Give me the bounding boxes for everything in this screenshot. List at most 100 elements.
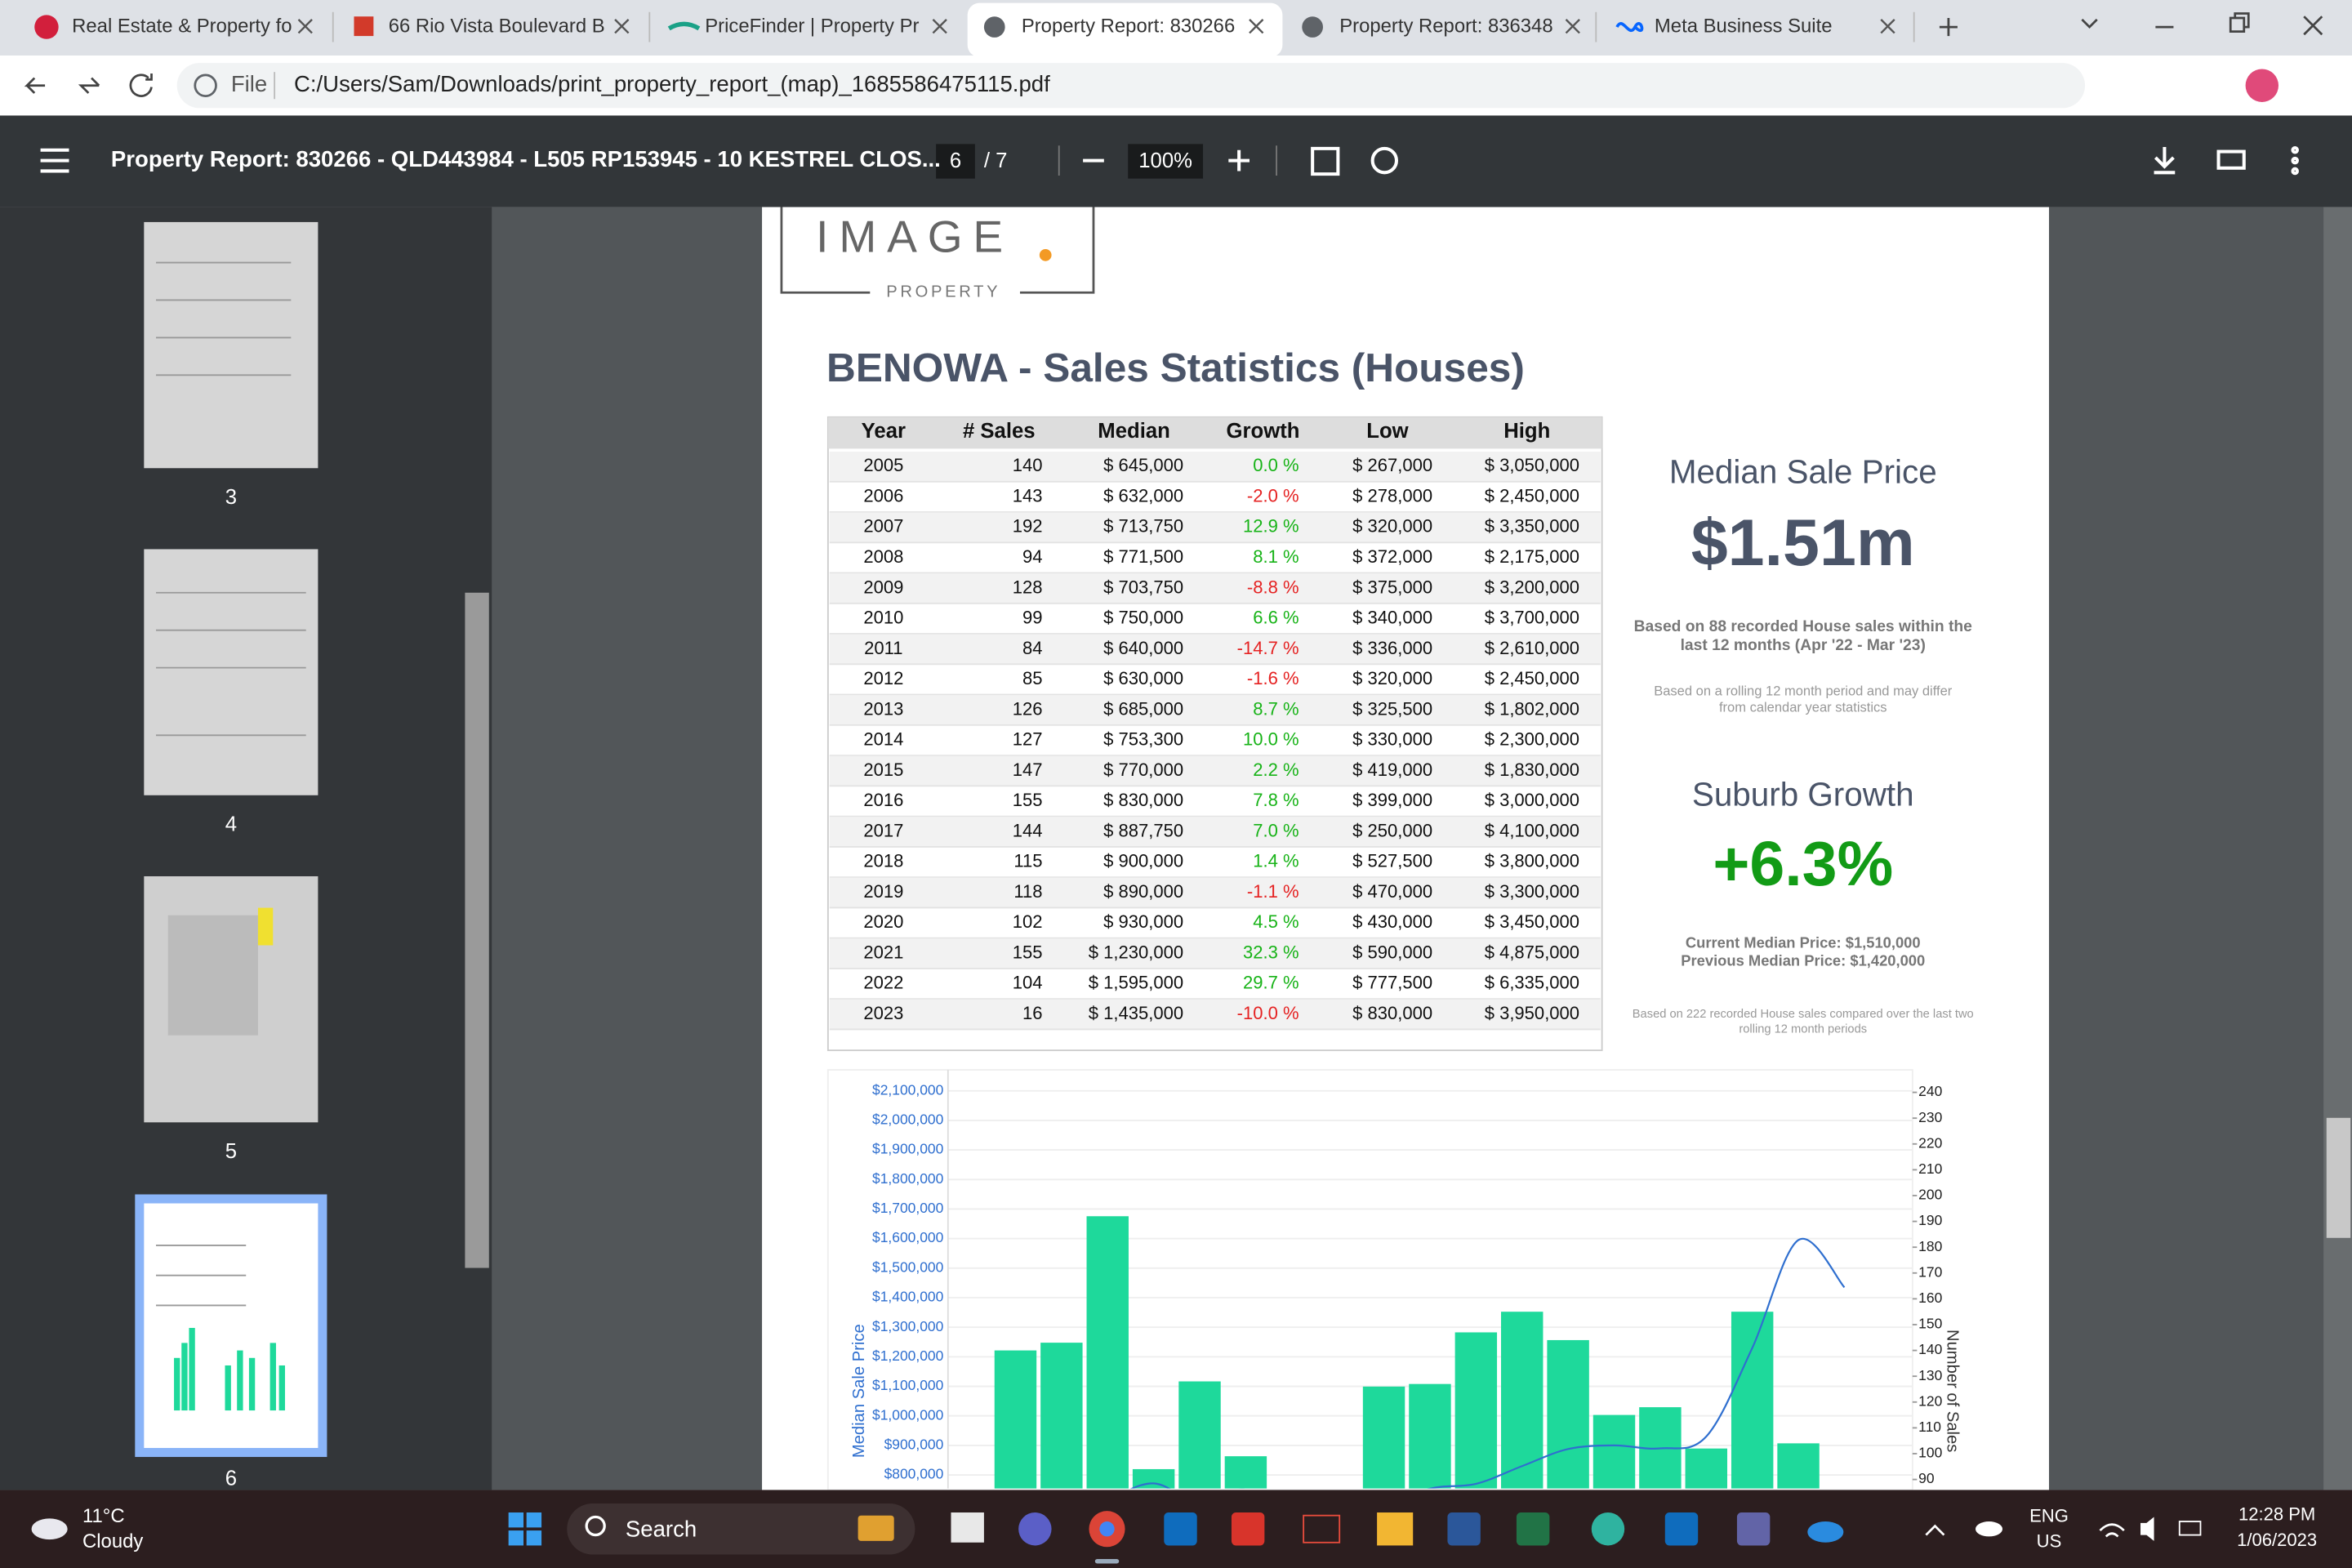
table-cell: $ 325,500 bbox=[1352, 698, 1432, 719]
y2-tick-label: 170 bbox=[1918, 1263, 1942, 1280]
y-tick-label: $1,700,000 bbox=[872, 1200, 944, 1216]
table-cell: $ 2,300,000 bbox=[1485, 729, 1579, 750]
table-cell: $ 470,000 bbox=[1352, 881, 1432, 902]
table-header-cell: # Sales bbox=[963, 420, 1036, 443]
table-cell: $ 3,950,000 bbox=[1485, 1003, 1579, 1023]
table-cell: 7.0 % bbox=[1253, 820, 1298, 840]
table-cell: 2023 bbox=[863, 1003, 903, 1023]
table-cell: $ 527,500 bbox=[1352, 851, 1432, 871]
table-cell: $ 3,300,000 bbox=[1485, 881, 1579, 902]
table-cell: 84 bbox=[1022, 638, 1043, 658]
tab-icons bbox=[34, 15, 2278, 102]
chart: $2,100,000 $2,000,000 $1,900,000 $1,800,000… bbox=[872, 1070, 1943, 1489]
table-cell: $ 3,450,000 bbox=[1485, 911, 1579, 932]
thumbnail[interactable] bbox=[144, 1203, 318, 1449]
bar bbox=[1777, 1443, 1820, 1489]
table-header-cell: Low bbox=[1366, 420, 1409, 443]
tab-title[interactable]: Meta Business Suite bbox=[1655, 15, 1833, 37]
table-cell: $ 713,750 bbox=[1103, 516, 1183, 537]
median-value: $1.51m bbox=[1691, 506, 1915, 580]
page-number[interactable]: 6 bbox=[950, 149, 961, 172]
tab-title[interactable]: Property Report: 830266 bbox=[1022, 15, 1235, 37]
taskbar-icons[interactable] bbox=[31, 1503, 2202, 1564]
thumbnail[interactable] bbox=[144, 549, 318, 795]
y2-tick-label: 220 bbox=[1918, 1134, 1942, 1151]
tab-title[interactable]: PriceFinder | Property Pr bbox=[705, 15, 919, 37]
table-row-band bbox=[829, 877, 1601, 908]
y2-tick-label: 210 bbox=[1918, 1160, 1942, 1177]
y-axis-title: Median Sale Price bbox=[850, 1324, 868, 1458]
tab-title[interactable]: 66 Rio Vista Boulevard B bbox=[389, 15, 605, 37]
table-row-band bbox=[829, 999, 1601, 1030]
pdf-title: Property Report: 830266 - QLD443984 - L5… bbox=[111, 146, 941, 172]
stat-note: Based on a rolling 12 month period and m… bbox=[1654, 683, 1953, 698]
zoom-level[interactable]: 100% bbox=[1138, 149, 1192, 172]
stat-note: from calendar year statistics bbox=[1719, 700, 1887, 715]
bar bbox=[1040, 1343, 1083, 1489]
report-title: BENOWA - Sales Statistics (Houses) bbox=[826, 345, 1525, 390]
table-cell: -2.0 % bbox=[1247, 485, 1299, 506]
logo-text: IMAGE bbox=[816, 212, 1013, 262]
table-header-cell: Year bbox=[862, 420, 906, 443]
y-tick-label: $1,100,000 bbox=[872, 1377, 944, 1393]
table-cell: 12.9 % bbox=[1243, 516, 1299, 537]
page-box[interactable] bbox=[936, 144, 975, 179]
pdf-icons[interactable] bbox=[40, 145, 2299, 176]
table-cell: 155 bbox=[1013, 790, 1043, 810]
thumbnail-label: 5 bbox=[225, 1140, 237, 1163]
table-cell: -14.7 % bbox=[1237, 638, 1299, 658]
table-cell: $ 645,000 bbox=[1103, 455, 1183, 475]
stat-note: Previous Median Price: $1,420,000 bbox=[1681, 952, 1925, 969]
table-cell: $ 3,800,000 bbox=[1485, 851, 1579, 871]
active-tab[interactable] bbox=[967, 2, 1283, 57]
tab-title[interactable]: Real Estate & Property fo bbox=[72, 15, 292, 37]
table-cell: 127 bbox=[1013, 729, 1043, 750]
table-header-cell: High bbox=[1503, 420, 1550, 443]
table-cell: 140 bbox=[1013, 455, 1043, 475]
page-scrollbar[interactable] bbox=[2326, 1117, 2351, 1238]
sidebar-scrollbar[interactable] bbox=[465, 592, 489, 1268]
url-scheme: File bbox=[231, 71, 267, 96]
tab-close-icons[interactable] bbox=[297, 19, 1895, 34]
bar bbox=[1224, 1456, 1267, 1489]
window-icons bbox=[24, 12, 2323, 97]
table-cell: -1.1 % bbox=[1247, 881, 1299, 902]
bar bbox=[1086, 1216, 1129, 1489]
url[interactable]: C:/Users/Sam/Downloads/print_property_re… bbox=[294, 71, 1050, 96]
table-cell: $ 685,000 bbox=[1103, 698, 1183, 719]
thumbnails bbox=[135, 221, 327, 1458]
median-heading: Median Sale Price bbox=[1669, 452, 1937, 490]
table-cell: $ 3,200,000 bbox=[1485, 577, 1579, 597]
y2-axis-title: Number of Sales bbox=[1943, 1330, 1961, 1452]
table: Year # Sales Median Growth Low High 2005 140 $ 6… bbox=[829, 420, 1601, 1031]
tab-title[interactable]: Property Report: 836348 bbox=[1339, 15, 1552, 37]
y2-tick-label: 230 bbox=[1918, 1109, 1942, 1125]
y-tick-label: $1,200,000 bbox=[872, 1348, 944, 1364]
y-tick-label: $2,000,000 bbox=[872, 1111, 944, 1128]
table-row-band bbox=[829, 817, 1601, 848]
table-cell: $ 1,230,000 bbox=[1089, 942, 1183, 962]
table-cell: 2014 bbox=[863, 729, 903, 750]
stat-note: Based on 88 recorded House sales within … bbox=[1634, 618, 1973, 635]
omnibox[interactable] bbox=[176, 63, 2086, 109]
table-cell: $ 320,000 bbox=[1352, 516, 1432, 537]
scroll-track bbox=[2323, 207, 2352, 1490]
growth-value: +6.3% bbox=[1713, 829, 1893, 899]
table-cell: $ 830,000 bbox=[1103, 790, 1183, 810]
table-cell: $ 340,000 bbox=[1352, 608, 1432, 628]
thumbnail[interactable] bbox=[144, 221, 318, 469]
table-cell: 143 bbox=[1013, 485, 1043, 506]
table-cell: $ 771,500 bbox=[1103, 546, 1183, 567]
table-cell: $ 640,000 bbox=[1103, 638, 1183, 658]
table-cell: $ 590,000 bbox=[1352, 942, 1432, 962]
y-tick-label: $1,800,000 bbox=[872, 1170, 944, 1187]
table-cell: 2009 bbox=[863, 577, 903, 597]
taskbar-text[interactable]: Search bbox=[626, 1516, 697, 1541]
zoom-box[interactable] bbox=[1128, 144, 1204, 179]
table-cell: 102 bbox=[1013, 911, 1043, 932]
table-cell: 2005 bbox=[863, 455, 903, 475]
bar bbox=[1178, 1381, 1221, 1489]
table-cell: 2011 bbox=[864, 638, 902, 658]
